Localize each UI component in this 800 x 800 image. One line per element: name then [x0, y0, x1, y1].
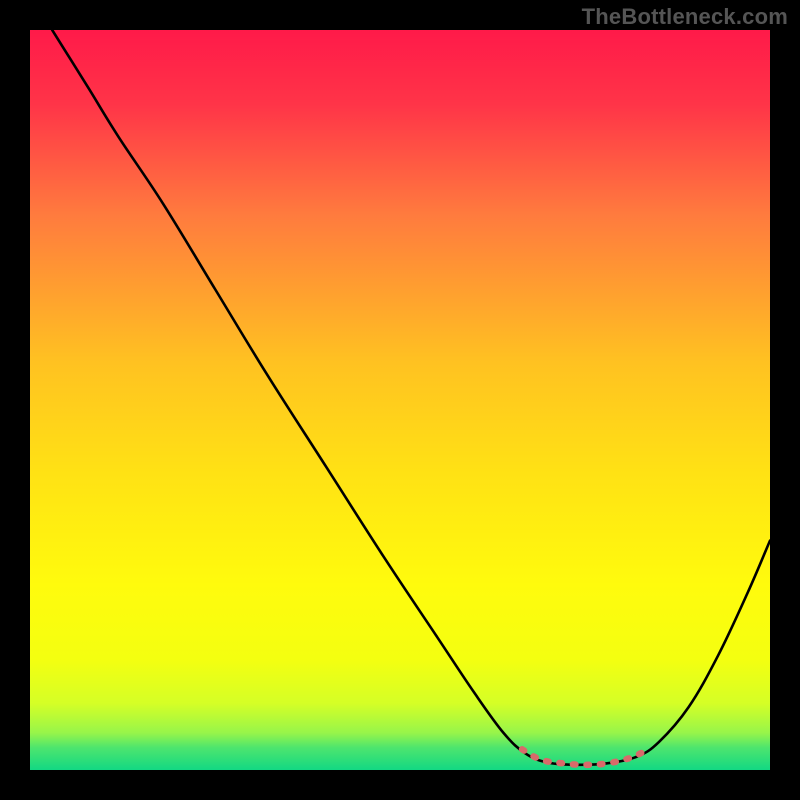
chart-svg-overlay	[30, 30, 770, 770]
bottleneck-curve	[52, 30, 770, 765]
page-root: TheBottleneck.com	[0, 0, 800, 800]
watermark-text: TheBottleneck.com	[582, 4, 788, 30]
optimum-marker	[522, 749, 644, 765]
bottleneck-chart	[30, 30, 770, 770]
